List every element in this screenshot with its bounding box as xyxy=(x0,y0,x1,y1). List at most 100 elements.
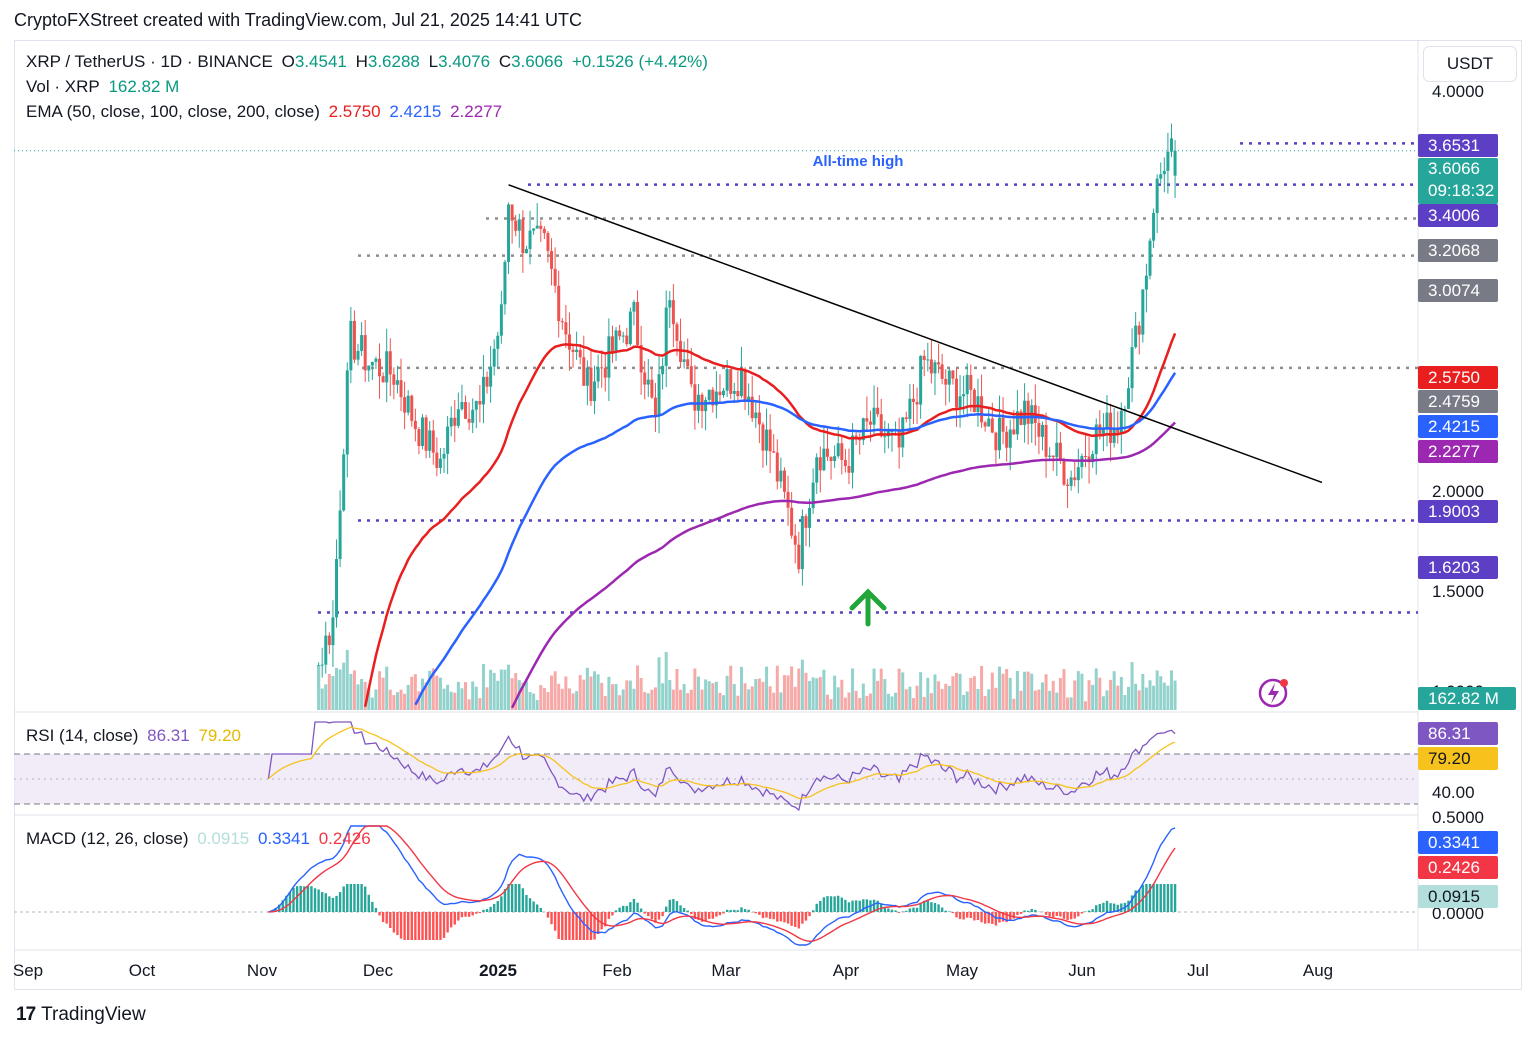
candle-body xyxy=(722,390,726,396)
macd-hist-bar xyxy=(697,912,700,920)
candle-body xyxy=(858,439,862,441)
candle-body xyxy=(983,422,987,427)
macd-hist-bar xyxy=(819,900,822,912)
candle-body xyxy=(331,617,335,646)
volume-bar xyxy=(524,681,528,710)
macd-hist-bar xyxy=(768,912,772,919)
volume-bar xyxy=(650,689,654,710)
macd-hist-bar xyxy=(1023,910,1026,912)
candle-body xyxy=(431,430,435,453)
candle-body xyxy=(453,417,457,426)
macd-hist-bar xyxy=(1066,912,1069,920)
macd-hist-bar xyxy=(679,905,682,912)
macd-hist-bar xyxy=(948,911,951,912)
macd-hist-bar xyxy=(987,912,990,924)
volume-bar xyxy=(352,670,356,710)
macd-hist-bar xyxy=(872,899,876,912)
volume-bar xyxy=(804,672,808,710)
candle-body xyxy=(1162,170,1166,175)
candle-body xyxy=(1134,325,1138,348)
volume-bar xyxy=(1001,673,1005,710)
macd-hist-bar xyxy=(331,897,335,912)
volume-bar xyxy=(614,684,618,710)
candle-body xyxy=(535,225,539,229)
candle-body xyxy=(478,401,482,405)
price-tag-1-6203: 1.6203 xyxy=(1418,556,1498,579)
ohlc-low: 3.4076 xyxy=(438,52,491,71)
candle-body xyxy=(1126,388,1130,409)
volume-bar xyxy=(768,686,772,710)
macd-hist-bar xyxy=(442,912,446,938)
candle-body xyxy=(1001,417,1005,432)
macd-hist-bar xyxy=(611,912,614,916)
macd-hist-bar xyxy=(446,912,449,933)
volume-bar xyxy=(331,675,335,710)
volume-bar xyxy=(972,676,976,710)
macd-hist-bar xyxy=(550,912,553,925)
macd-hist-bar xyxy=(833,896,836,912)
candle-body xyxy=(944,378,948,385)
tradingview-logo[interactable]: 17 TradingView xyxy=(16,1004,146,1026)
macd-hist-bar xyxy=(657,912,661,920)
candle-body xyxy=(904,417,908,419)
macd-hist-bar xyxy=(1062,912,1066,919)
candle-body xyxy=(958,396,962,408)
candle-body xyxy=(643,372,647,385)
candle-body xyxy=(456,409,460,426)
macd-hist-bar xyxy=(894,910,897,912)
candle-body xyxy=(492,348,496,367)
currency-selector[interactable]: USDT xyxy=(1423,46,1517,82)
volume-bar xyxy=(937,681,941,710)
volume-bar xyxy=(1087,680,1091,710)
candle-body xyxy=(370,361,374,366)
macd-hist-bar xyxy=(851,900,854,912)
candle-body xyxy=(614,330,618,353)
macd-hist-bar xyxy=(528,898,532,912)
volume-bar xyxy=(926,677,930,710)
candle-body xyxy=(1062,460,1066,485)
candle-body xyxy=(610,336,614,353)
candle-body xyxy=(1105,412,1109,429)
candle-body xyxy=(661,365,665,375)
candle-body xyxy=(743,368,747,401)
macd-hist-bar xyxy=(1173,884,1177,912)
volume-bar xyxy=(492,672,496,710)
macd-hist-bar xyxy=(783,912,786,923)
candle-body xyxy=(335,559,339,618)
volume-bar xyxy=(818,676,822,710)
macd-hist-bar xyxy=(994,912,998,926)
macd-hist-bar xyxy=(958,912,962,919)
volume-bar xyxy=(1048,690,1052,710)
volume-bar xyxy=(976,688,980,710)
macd-hist-bar xyxy=(887,908,890,912)
candle-body xyxy=(675,324,679,341)
candle-body xyxy=(1148,240,1152,276)
macd-hist-bar xyxy=(905,910,908,912)
ohlc-close: 3.6066 xyxy=(511,52,564,71)
macd-hist-bar xyxy=(367,894,370,912)
volume-bar xyxy=(761,681,765,710)
candle-body xyxy=(650,379,654,398)
candle-body xyxy=(1015,411,1019,435)
volume-bar xyxy=(775,665,779,710)
volume-bar xyxy=(836,687,840,710)
last-price: 3.6066 xyxy=(1428,159,1480,178)
candle-body xyxy=(732,390,736,394)
macd-hist-bar xyxy=(672,899,675,912)
volume-bar xyxy=(399,689,403,710)
candle-body xyxy=(1044,424,1048,457)
macd-signal-line xyxy=(268,825,1176,943)
macd-hist-bar xyxy=(937,904,940,912)
macd-hist-bar xyxy=(525,894,528,912)
volume-bar xyxy=(894,692,898,710)
volume-bar xyxy=(453,692,457,710)
volume-bar xyxy=(722,695,726,710)
volume-bar xyxy=(1033,690,1037,710)
volume-bar xyxy=(689,689,693,710)
candle-body xyxy=(818,457,822,471)
macd-hist-bar xyxy=(342,886,345,912)
volume-bar xyxy=(1030,673,1034,710)
volume-bar xyxy=(940,688,944,710)
volume-bar xyxy=(1141,673,1145,710)
